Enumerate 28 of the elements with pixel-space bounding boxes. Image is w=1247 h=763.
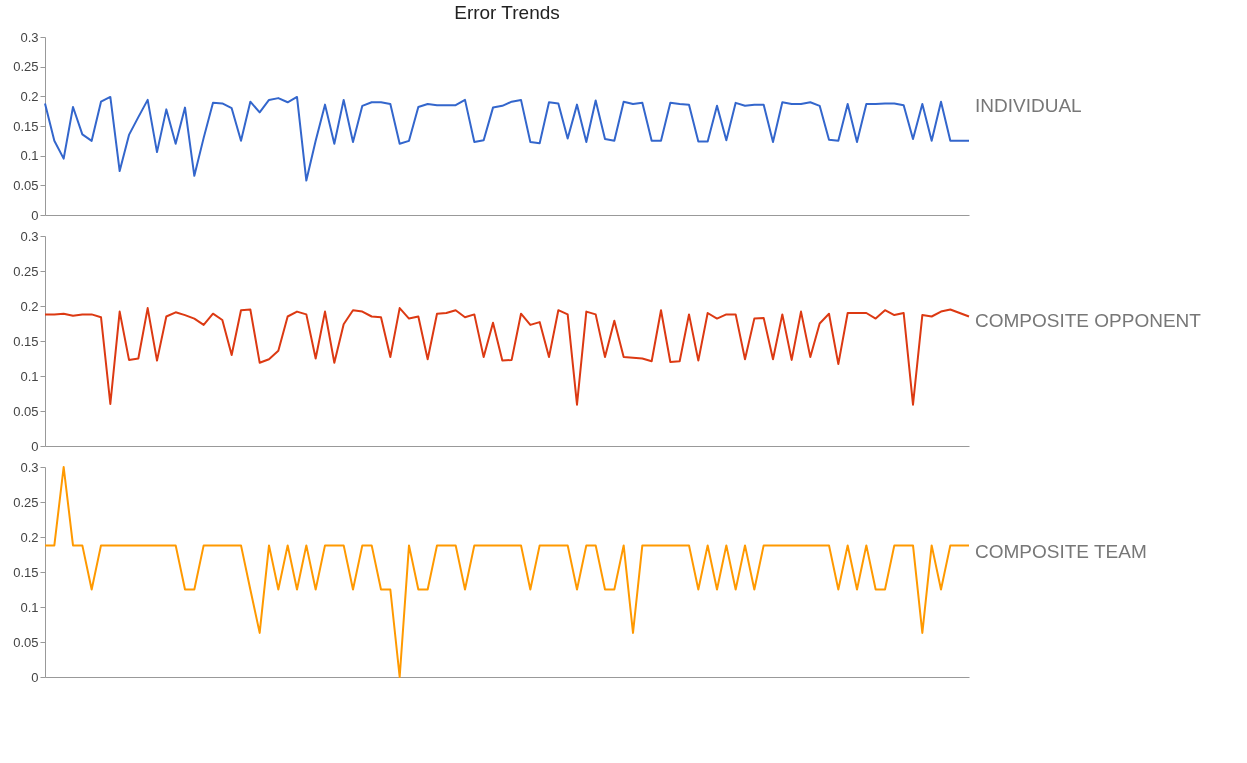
line-series [44, 307, 970, 406]
y-tick-label: 0.2 [20, 88, 39, 104]
y-tick-label: 0 [31, 438, 39, 454]
y-tick-label: 0.25 [13, 59, 39, 75]
y-tick-label: 0.05 [13, 403, 39, 419]
y-tick-label: 0.3 [20, 228, 39, 244]
y-tick-label: 0.15 [13, 118, 39, 134]
y-tick-label: 0.2 [20, 529, 39, 545]
y-tick-label: 0.2 [20, 298, 39, 314]
series-label: COMPOSITE TEAM [975, 541, 1147, 562]
y-tick-label: 0.25 [13, 494, 39, 510]
y-tick-label: 0.1 [20, 599, 39, 615]
chart-title: Error Trends [454, 2, 560, 23]
series-label: INDIVIDUAL [975, 95, 1082, 116]
y-tick-label: 0.1 [20, 368, 39, 384]
y-tick-label: 0 [31, 207, 39, 223]
y-tick-label: 0.3 [20, 459, 39, 475]
y-tick-label: 0.25 [13, 263, 39, 279]
y-tick-label: 0 [31, 669, 39, 685]
y-tick-label: 0.1 [20, 148, 39, 164]
y-tick-label: 0.05 [13, 634, 39, 650]
y-tick-label: 0.15 [13, 333, 39, 349]
line-series [44, 95, 970, 182]
series-label: COMPOSITE OPPONENT [975, 310, 1202, 331]
y-tick-label: 0.15 [13, 564, 39, 580]
y-tick-label: 0.05 [13, 177, 39, 193]
line-series [44, 466, 970, 678]
y-tick-label: 0.3 [20, 29, 39, 45]
